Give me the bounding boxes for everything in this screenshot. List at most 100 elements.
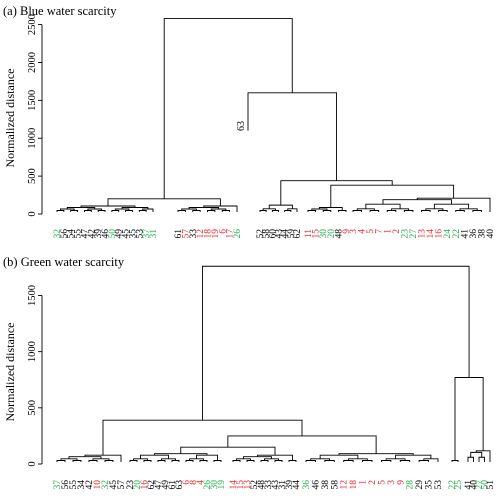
- leaf-label: 18: [349, 480, 359, 490]
- dendrogram-link: [268, 204, 293, 209]
- dendrogram-link: [310, 458, 331, 461]
- dendrogram-link: [221, 210, 231, 212]
- dendrogram-link: [305, 460, 316, 462]
- y-tick-label: 500: [27, 168, 38, 184]
- panel-a-y-axis-label: Normalized distance: [3, 69, 17, 168]
- leaf-label: 15: [312, 229, 322, 239]
- dendrogram-link: [356, 208, 375, 211]
- leaf-label: 14: [426, 229, 436, 239]
- leaf-label: 4: [196, 480, 206, 485]
- leaf-label: 42: [87, 229, 97, 239]
- y-tick-label: 1000: [27, 341, 38, 362]
- dendrogram-link: [260, 460, 269, 462]
- panel-b-y-axis: 0 500 1000 1500: [27, 285, 43, 467]
- panel-b-dendrogram: [56, 265, 491, 462]
- dendrogram-link: [470, 451, 483, 458]
- dendrogram-link: [385, 458, 406, 461]
- dendrogram-link: [395, 454, 432, 459]
- panel-a-title: (a) Blue water scarcity: [3, 4, 117, 18]
- leaf-label: 32: [53, 229, 63, 239]
- dendrogram-link: [192, 210, 201, 212]
- y-tick-label: 1500: [27, 90, 38, 111]
- leaf-label: 31: [149, 229, 159, 239]
- dendrogram-link: [143, 460, 152, 462]
- leaf-label: 47: [80, 229, 90, 239]
- dendrogram-link: [60, 458, 78, 461]
- leaf-label: 8: [189, 480, 199, 485]
- panel-b-y-axis-label: Normalized distance: [3, 323, 17, 422]
- leaf-label: 27: [409, 229, 419, 239]
- leaf-label: 6: [218, 229, 228, 234]
- dendrogram-join: [163, 18, 293, 199]
- leaf-label: 39: [94, 229, 104, 239]
- leaf-label: 39: [285, 480, 295, 490]
- leaf-label: 38: [477, 229, 487, 239]
- leaf-label: 62: [147, 480, 157, 490]
- leaf-label: 43: [271, 480, 281, 490]
- dendrogram-join: [280, 180, 393, 206]
- dendrogram-link: [459, 208, 478, 211]
- leaf-label: 42: [85, 480, 95, 490]
- dendrogram-link: [352, 210, 363, 212]
- dendrogram-link: [232, 460, 241, 462]
- dendrogram-link: [451, 460, 459, 462]
- dendrogram-link: [324, 460, 335, 462]
- dendrogram-link: [386, 210, 397, 212]
- dendrogram-link: [111, 210, 120, 212]
- leaf-label: 38: [321, 480, 331, 490]
- y-tick-label: 2000: [27, 52, 38, 73]
- dendrogram-link: [433, 203, 470, 209]
- dendrogram-link: [246, 460, 255, 462]
- leaf-label: 44: [281, 229, 291, 239]
- leaf-label: 23: [126, 480, 136, 490]
- leaf-label: 62: [293, 229, 303, 239]
- dendrogram-link: [472, 210, 482, 212]
- leaf-label: 31: [278, 480, 288, 490]
- panel-a-dendrogram: [56, 18, 491, 212]
- dendrogram-link: [380, 460, 392, 462]
- dendrogram-link: [362, 460, 373, 462]
- leaf-label: 18: [204, 229, 214, 239]
- dendrogram-link: [196, 454, 218, 461]
- leaf-label: 9: [396, 480, 406, 485]
- panel-a-y-axis: 0 500 1000 1500 2000 2500: [27, 14, 43, 217]
- dendrogram-link: [475, 450, 491, 462]
- dendrogram-join: [227, 435, 377, 454]
- leaf-label: 1: [383, 229, 393, 234]
- leaf-label: 26: [203, 480, 213, 490]
- leaf-label: 30: [319, 229, 329, 239]
- dendrogram-link: [365, 203, 401, 209]
- dendrogram-link: [274, 460, 283, 462]
- leaf-label: 40: [470, 480, 480, 490]
- dendrogram-join: [330, 184, 455, 208]
- dendrogram-link: [264, 458, 279, 461]
- leaf-label: 51: [486, 480, 496, 490]
- dendrogram-link: [72, 460, 82, 462]
- leaf-label: 56: [60, 229, 70, 239]
- leaf-label: 54: [67, 229, 77, 239]
- dendrogram-link: [262, 208, 276, 211]
- leaf-label: 57: [117, 480, 127, 490]
- y-tick-label: 2500: [27, 14, 38, 35]
- leaf-label: 53: [434, 480, 444, 490]
- leaf-label: 49: [161, 480, 171, 490]
- dendrogram-link: [70, 210, 79, 212]
- dendrogram-link: [421, 210, 431, 212]
- leaf-label: 36: [302, 480, 312, 490]
- leaf-label: 47: [154, 480, 164, 490]
- leaf-label: 22: [452, 229, 462, 239]
- y-tick-label: 0: [27, 461, 38, 466]
- leaf-label: 57: [181, 229, 191, 239]
- dendrogram-link: [207, 210, 216, 212]
- leaf-label: 58: [262, 229, 272, 239]
- leaf-label: 45: [109, 480, 119, 490]
- leaf-label: 2: [392, 229, 402, 234]
- leaf-label: 26: [233, 229, 243, 239]
- leaf-label: 63: [175, 480, 185, 490]
- leaf-label: 5: [377, 480, 387, 485]
- dendrogram-link: [88, 460, 98, 462]
- dendrogram-link: [125, 210, 133, 212]
- leaf-label: 17: [226, 229, 236, 239]
- dendrogram-link: [322, 210, 332, 212]
